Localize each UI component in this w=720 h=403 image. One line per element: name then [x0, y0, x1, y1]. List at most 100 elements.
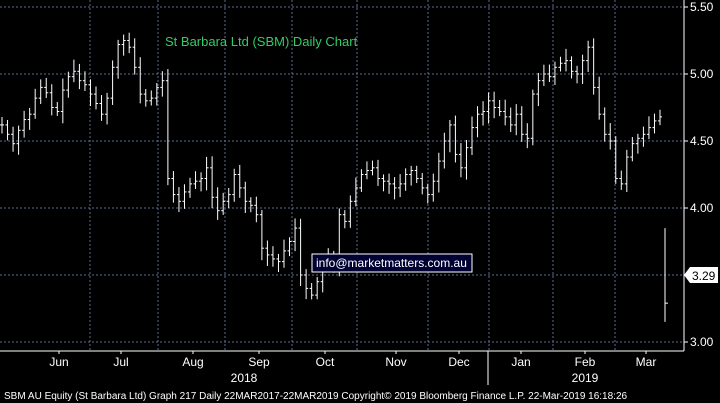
- price-bar: [658, 109, 662, 126]
- price-bar: [635, 133, 640, 154]
- price-bar-last: [664, 228, 668, 322]
- price-bar: [293, 218, 298, 252]
- price-bar: [431, 173, 436, 202]
- x-tick-label: Aug: [182, 355, 203, 369]
- price-bar: [99, 95, 104, 121]
- last-value-label: 3.29: [692, 269, 716, 283]
- price-bar: [475, 106, 480, 138]
- x-tick-label: Jun: [49, 355, 68, 369]
- price-bar: [11, 126, 16, 152]
- price-bar: [149, 90, 154, 106]
- price-bar: [558, 56, 563, 72]
- price-bar: [364, 161, 369, 180]
- price-bar: [580, 54, 585, 84]
- price-bar: [60, 78, 65, 124]
- price-bar: [492, 91, 497, 119]
- price-bar: [221, 192, 226, 215]
- y-tick-label: 4.50: [690, 134, 714, 148]
- price-bar: [116, 39, 121, 79]
- price-bar: [387, 173, 392, 194]
- price-bar: [503, 99, 508, 126]
- price-bar: [630, 137, 635, 162]
- price-bar: [442, 132, 447, 169]
- price-bar: [38, 79, 43, 105]
- x-tick-label: Feb: [575, 355, 596, 369]
- price-bar: [458, 143, 463, 178]
- price-bar: [486, 92, 491, 124]
- price-bar: [353, 177, 358, 207]
- price-bar: [497, 99, 502, 117]
- x-tick-label: Dec: [448, 355, 469, 369]
- price-bar: [541, 64, 546, 86]
- y-tick-label: 5.50: [690, 0, 714, 14]
- year-label-2018: 2018: [231, 371, 258, 385]
- watermark-text: info@marketmatters.com.au: [316, 256, 467, 270]
- price-bar: [575, 65, 580, 84]
- price-bar: [564, 48, 568, 72]
- price-bar: [165, 69, 170, 186]
- x-tick-label: Sep: [248, 355, 270, 369]
- price-bar: [304, 269, 309, 300]
- price-bar: [243, 181, 248, 214]
- price-bar: [392, 177, 397, 200]
- price-bar: [519, 106, 524, 142]
- price-bar: [154, 82, 159, 106]
- x-tick-label: Nov: [385, 355, 406, 369]
- price-bar: [210, 156, 215, 209]
- price-bar: [342, 210, 347, 229]
- price-bar: [652, 113, 657, 134]
- price-bar: [641, 126, 646, 147]
- price-bar: [646, 116, 651, 140]
- price-bar: [552, 61, 557, 85]
- price-bar: [447, 119, 452, 153]
- price-bar: [624, 149, 629, 193]
- price-bar: [359, 169, 364, 192]
- bars-layer: [0, 32, 668, 322]
- price-bar: [453, 115, 458, 163]
- price-bar: [127, 32, 132, 54]
- price-bar: [182, 184, 187, 209]
- footer-bar: [0, 386, 720, 403]
- price-bar: [226, 187, 231, 209]
- price-bar: [508, 107, 513, 133]
- price-bar: [33, 88, 38, 119]
- price-bar: [464, 139, 469, 180]
- axis-layer: [0, 0, 685, 385]
- price-bar: [121, 34, 126, 56]
- price-bar: [248, 197, 253, 213]
- price-bar: [547, 64, 552, 83]
- price-bar: [0, 116, 4, 134]
- price-bar: [370, 160, 375, 176]
- price-bar: [132, 38, 137, 75]
- price-bar: [77, 63, 82, 90]
- price-bar: [398, 174, 403, 198]
- price-bar: [436, 152, 441, 193]
- price-bar: [597, 76, 602, 120]
- price-bar: [215, 187, 220, 220]
- price-bar: [309, 283, 314, 300]
- price-bar: [602, 107, 607, 142]
- price-bar: [569, 56, 574, 79]
- price-bar: [66, 71, 71, 98]
- price-bar: [94, 86, 98, 110]
- price-bar: [591, 38, 596, 95]
- x-tick-label: Jan: [511, 355, 530, 369]
- price-bar: [193, 171, 198, 189]
- watermark-box: [311, 253, 473, 273]
- price-bar: [619, 170, 624, 190]
- price-bar: [55, 102, 60, 116]
- price-bar: [376, 159, 380, 186]
- y-tick-label: 3.00: [690, 335, 714, 349]
- x-tick-label: Jul: [113, 355, 128, 369]
- price-bar: [88, 79, 93, 107]
- x-tick-layer: Jun Jul Aug Sep Oct Nov Dec Jan Feb Mar: [49, 351, 656, 369]
- price-bar: [171, 170, 176, 203]
- grid-layer: [0, 0, 684, 351]
- price-bar: [613, 136, 618, 184]
- price-bar: [49, 84, 54, 116]
- price-bar: [5, 119, 10, 141]
- price-bar: [265, 240, 270, 266]
- price-bar: [536, 72, 541, 107]
- price-bar: [425, 183, 430, 204]
